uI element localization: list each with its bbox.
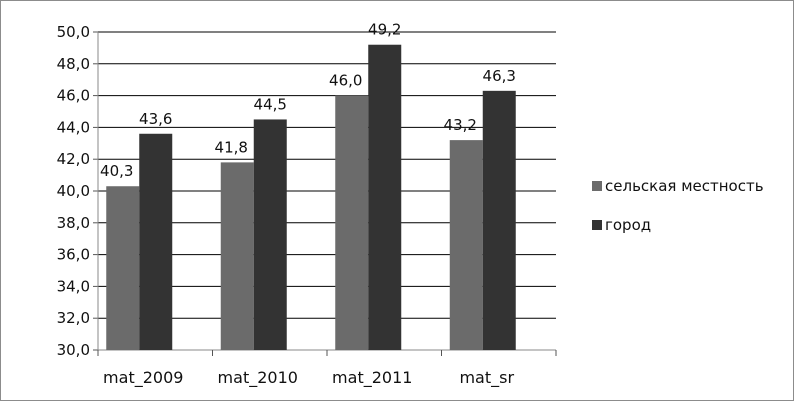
legend-label-rural: сельская местность [605, 177, 764, 195]
y-tick-label: 48,0 [57, 55, 90, 73]
x-category-label: mat_2011 [332, 368, 412, 388]
data-label: 44,5 [254, 95, 287, 113]
data-label: 46,3 [483, 67, 516, 85]
legend-swatch-city [592, 220, 602, 230]
data-label: 41,8 [215, 138, 248, 156]
y-tick-label: 30,0 [57, 341, 90, 359]
x-category-label: mat_2010 [218, 368, 298, 388]
x-category-label: mat_2009 [103, 368, 183, 388]
chart-legend: сельская местность город [592, 176, 764, 254]
y-tick-label: 38,0 [57, 214, 90, 232]
bar [368, 44, 402, 350]
bar [335, 95, 369, 350]
data-label: 40,3 [100, 162, 133, 180]
data-label: 46,0 [329, 72, 362, 90]
legend-swatch-rural [592, 181, 602, 191]
y-tick-label: 46,0 [57, 87, 90, 105]
bar [449, 140, 483, 350]
y-tick-label: 42,0 [57, 150, 90, 168]
x-category-label: mat_sr [459, 368, 514, 388]
bar [253, 119, 287, 350]
legend-item-rural: сельская местность [592, 176, 764, 196]
bar [220, 162, 254, 350]
y-tick-label: 50,0 [57, 23, 90, 41]
y-tick-label: 34,0 [57, 277, 90, 295]
legend-item-city: город [592, 215, 764, 235]
y-tick-label: 44,0 [57, 118, 90, 136]
legend-label-city: город [605, 216, 652, 234]
bar [106, 186, 140, 350]
data-label: 49,2 [368, 21, 401, 39]
y-tick-label: 40,0 [57, 182, 90, 200]
bar [139, 133, 173, 350]
data-label: 43,2 [444, 116, 477, 134]
y-tick-label: 32,0 [57, 309, 90, 327]
data-label: 43,6 [139, 110, 172, 128]
y-tick-label: 36,0 [57, 246, 90, 264]
bar [482, 90, 516, 350]
